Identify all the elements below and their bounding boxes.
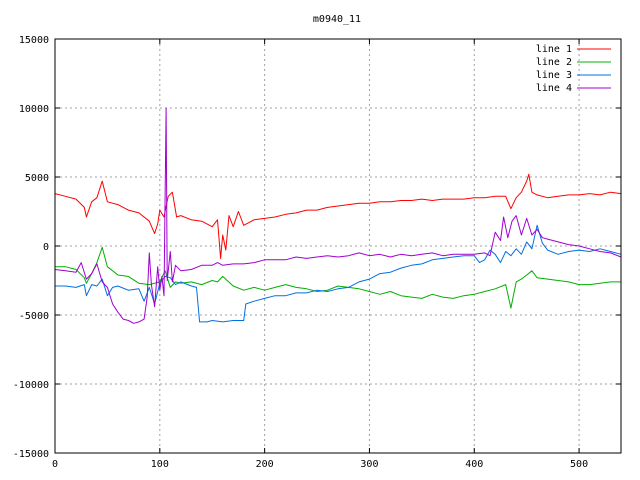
y-tick-label: -10000: [13, 380, 49, 391]
x-tick-label: 0: [52, 459, 58, 470]
legend: line 1 line 2 line 3 line 4: [536, 44, 611, 94]
chart-title: m0940_11: [313, 14, 361, 25]
legend-label-1: line 1: [536, 44, 572, 55]
x-tick-label: 200: [256, 459, 274, 470]
y-tick-label: -15000: [13, 449, 49, 460]
y-tick-label: 0: [43, 242, 49, 253]
series-lines: [54, 107, 622, 324]
x-tick-label: 500: [570, 459, 588, 470]
axis-ticks: 0 100 200 300 400 500 -15000 -10000 -5000 0 5000 10…: [13, 35, 621, 470]
y-tick-label: -5000: [19, 311, 49, 322]
grid-lines: [55, 39, 621, 453]
y-tick-label: 10000: [19, 104, 49, 115]
y-tick-label: 5000: [25, 173, 49, 184]
series-line-3: [55, 224, 622, 323]
x-tick-label: 400: [465, 459, 483, 470]
y-tick-label: 15000: [19, 35, 49, 46]
legend-label-3: line 3: [536, 70, 572, 81]
series-line-1: [54, 173, 622, 259]
x-tick-label: 300: [360, 459, 378, 470]
series-line-4: [54, 107, 622, 324]
legend-label-4: line 4: [536, 83, 572, 94]
legend-label-2: line 2: [536, 57, 572, 68]
x-tick-label: 100: [151, 459, 169, 470]
